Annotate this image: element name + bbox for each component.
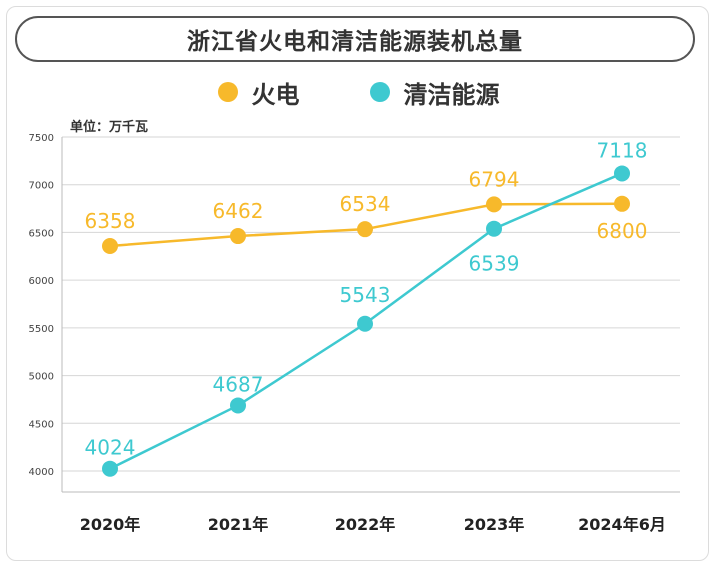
x-tick-label: 2023年 [464, 515, 525, 534]
y-tick-label: 5000 [29, 372, 54, 383]
y-tick-label: 6000 [29, 276, 54, 287]
data-point-thermal [614, 195, 630, 212]
legend-swatch-thermal [217, 82, 238, 102]
data-point-thermal [486, 196, 502, 213]
data-label-thermal: 6534 [340, 192, 391, 216]
data-point-thermal [102, 237, 118, 254]
data-label-clean: 5543 [340, 283, 391, 307]
x-tick-label: 2020年 [80, 515, 141, 534]
data-label-thermal: 6800 [597, 219, 648, 243]
legend: 火电 清洁能源 [0, 72, 717, 112]
data-label-clean: 7118 [597, 138, 648, 162]
data-label-clean: 4024 [85, 436, 136, 460]
data-label-thermal: 6462 [213, 199, 264, 223]
data-point-thermal [230, 228, 246, 245]
unit-label: 单位：万千瓦 [70, 120, 149, 135]
card-frame [6, 6, 709, 561]
chart-title-box: 浙江省火电和清洁能源装机总量 [15, 16, 695, 62]
x-tick-label: 2021年 [208, 515, 269, 534]
data-point-clean [357, 315, 373, 332]
chart-title: 浙江省火电和清洁能源装机总量 [187, 29, 523, 55]
legend-item-clean: 清洁能源 [369, 75, 500, 110]
y-tick-label: 4500 [29, 419, 54, 430]
data-label-clean: 6539 [469, 252, 520, 276]
y-tick-label: 4000 [29, 467, 54, 478]
y-tick-label: 7500 [29, 133, 54, 144]
legend-label-thermal: 火电 [251, 80, 300, 109]
data-point-clean [230, 397, 246, 414]
y-tick-label: 6500 [29, 228, 54, 239]
x-tick-label: 2022年 [335, 515, 396, 534]
legend-label-clean: 清洁能源 [403, 80, 500, 109]
y-tick-label: 5500 [29, 324, 54, 335]
legend-swatch-clean [369, 82, 390, 102]
data-label-thermal: 6358 [85, 209, 136, 233]
y-tick-label: 7000 [29, 181, 54, 192]
data-label-clean: 4687 [213, 372, 264, 396]
data-point-clean [614, 165, 630, 182]
data-label-thermal: 6794 [469, 167, 520, 191]
x-tick-label: 2024年6月 [578, 515, 666, 534]
data-point-thermal [357, 221, 373, 238]
data-point-clean [486, 220, 502, 237]
data-point-clean [102, 460, 118, 477]
legend-item-thermal: 火电 [217, 75, 300, 110]
